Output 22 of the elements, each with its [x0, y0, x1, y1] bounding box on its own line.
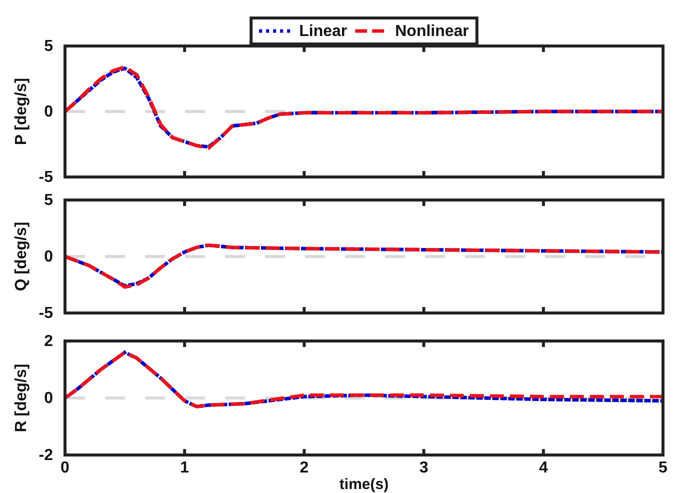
- y-tick-label: -2: [38, 447, 54, 464]
- y-axis-title: P [deg/s]: [13, 78, 30, 146]
- y-tick-label: -5: [38, 169, 54, 186]
- x-tick-label: 2: [300, 459, 309, 476]
- y-tick-label: 2: [44, 333, 54, 350]
- y-tick-label: 5: [44, 38, 54, 56]
- y-axis-title: R [deg/s]: [13, 364, 30, 432]
- y-axis-title: Q [deg/s]: [13, 222, 30, 292]
- y-tick-label: 0: [44, 104, 54, 121]
- x-tick-label: 0: [60, 459, 70, 476]
- y-tick-label: 0: [44, 390, 54, 408]
- legend-label: Linear: [299, 23, 348, 40]
- x-axis-title: time(s): [339, 476, 389, 493]
- legend-label: Nonlinear: [395, 23, 469, 40]
- y-tick-label: 5: [44, 192, 54, 210]
- line-series: [65, 350, 663, 408]
- x-tick-label: 3: [419, 459, 428, 476]
- y-tick-label: 0: [44, 248, 54, 266]
- x-tick-label: 5: [658, 459, 668, 476]
- x-tick-label: 4: [538, 459, 548, 476]
- y-tick-label: -5: [38, 305, 54, 322]
- x-tick-label: 1: [180, 459, 190, 476]
